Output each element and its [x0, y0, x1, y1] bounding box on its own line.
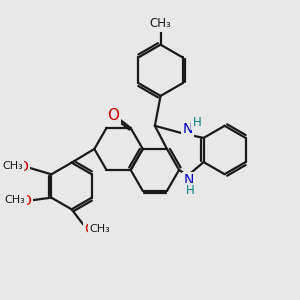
Text: H: H	[193, 116, 201, 129]
Text: CH₃: CH₃	[2, 161, 23, 171]
Text: N: N	[182, 122, 193, 136]
Text: CH₃: CH₃	[89, 224, 110, 234]
Text: CH₃: CH₃	[150, 17, 171, 30]
Text: O: O	[108, 108, 120, 123]
Text: O: O	[84, 222, 95, 236]
Text: N: N	[184, 173, 194, 187]
Text: O: O	[18, 160, 28, 174]
Text: O: O	[21, 194, 32, 208]
Text: CH₃: CH₃	[5, 195, 26, 205]
Text: H: H	[186, 184, 195, 197]
